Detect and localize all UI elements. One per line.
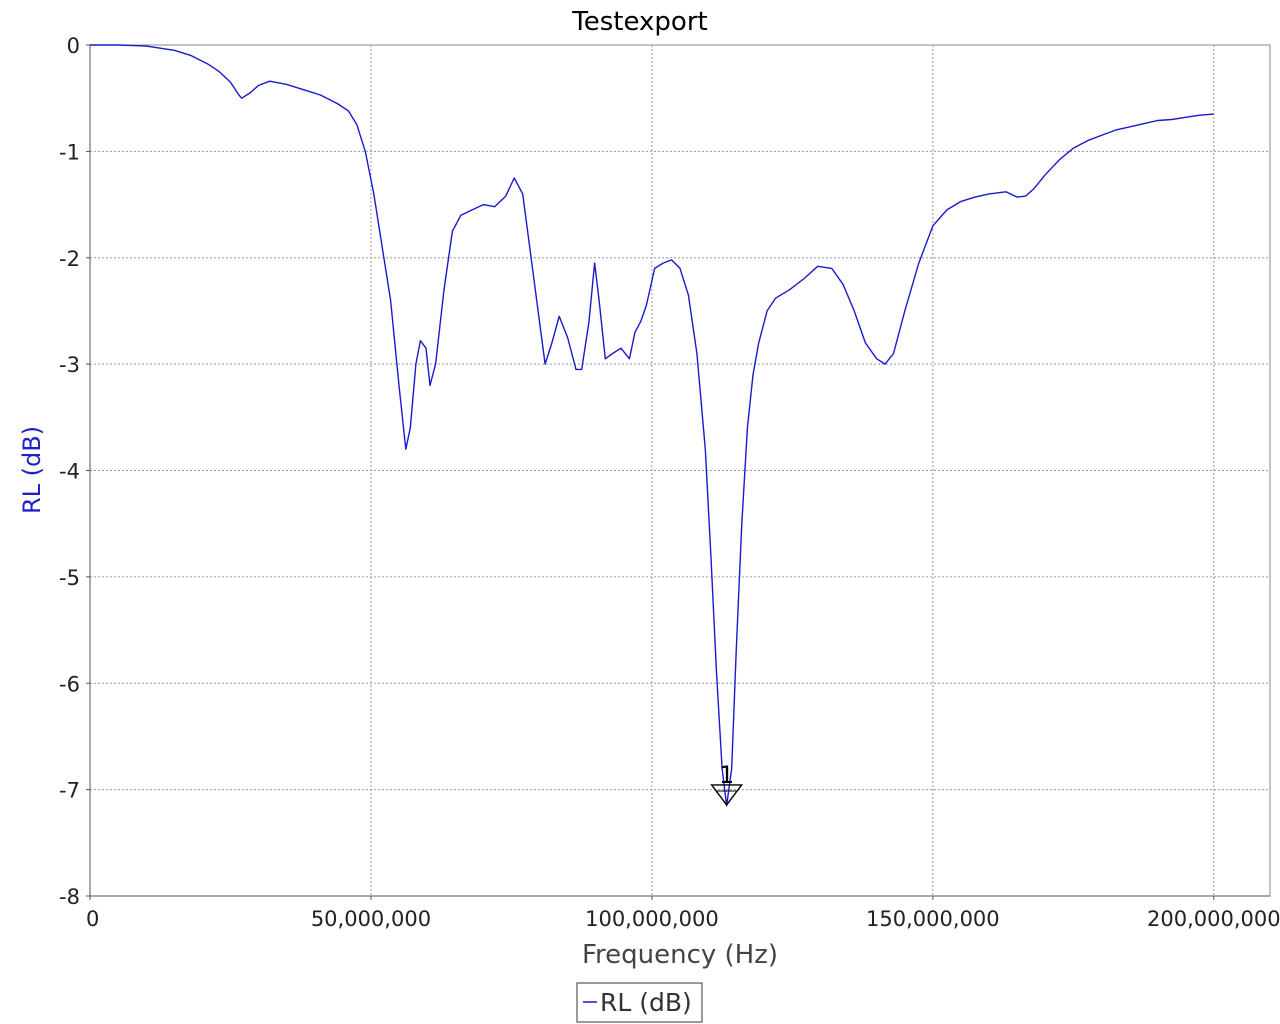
y-tick-label: -3: [59, 353, 80, 377]
marker-triangle: [710, 784, 744, 807]
y-tick-label: -1: [59, 140, 80, 164]
chart-title: Testexport: [571, 7, 707, 37]
marker-label: 1: [719, 761, 734, 789]
y-axis-ticks: 0 -1 -2 -3 -4 -5 -6 -7 -8: [59, 34, 90, 909]
x-axis-ticks: 0 50,000,000 100,000,000 150,000,000 200,000…: [86, 896, 1280, 931]
y-tick-label: -4: [59, 460, 80, 484]
y-tick-label: -7: [59, 779, 80, 803]
legend-box: [576, 982, 703, 1023]
y-tick-label: -2: [59, 247, 80, 271]
x-tick-label: 50,000,000: [311, 907, 431, 931]
x-tick-label: 150,000,000: [866, 907, 1000, 931]
legend: RL (dB): [576, 982, 703, 1023]
y-tick-label: -5: [59, 566, 80, 590]
series-line-rl-db: [90, 44, 1214, 807]
y-tick-label: -8: [59, 885, 80, 909]
y-tick-label: 0: [67, 34, 80, 58]
markers: 1: [710, 761, 744, 807]
grid-lines: [90, 45, 1270, 896]
legend-label: RL (dB): [600, 988, 692, 1017]
x-tick-label: 100,000,000: [585, 907, 719, 931]
x-tick-label: 200,000,000: [1147, 907, 1280, 931]
y-tick-label: -6: [59, 672, 80, 696]
x-tick-label: 0: [86, 907, 99, 931]
y-axis-label: RL (dB): [18, 426, 46, 514]
x-axis-label: Frequency (Hz): [582, 940, 778, 970]
marker-1: 1: [710, 761, 744, 807]
